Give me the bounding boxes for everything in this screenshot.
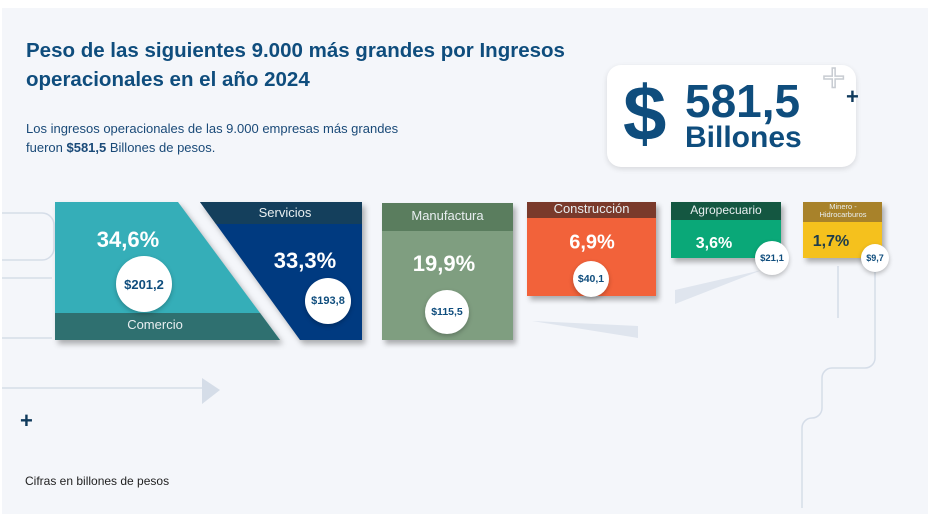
share-construccion: 6,9% (569, 231, 615, 254)
label-servicios: Servicios (258, 205, 312, 220)
label-comercio: Comercio (127, 317, 183, 332)
share-manufactura: 19,9% (412, 251, 476, 276)
subtitle-total: $581,5 (66, 140, 107, 155)
dollar-sign: $ (623, 69, 667, 157)
share-minero: 1,7% (812, 233, 850, 250)
decorative-lines (2, 212, 876, 508)
label-manufactura: Manufactura (411, 208, 484, 223)
plus-icon: + (846, 84, 859, 109)
value-servicios: $193,8 (305, 278, 351, 324)
subtitle-text: Los ingresos operacionales de las 9.000 … (26, 121, 399, 155)
value-agropecuario: $21,1 (755, 241, 789, 275)
share-comercio: 34,6% (96, 227, 160, 252)
value-minero: $9,7 (861, 244, 889, 272)
label-construccion: Construcción (553, 201, 630, 216)
subtitle-text-end: Billones de pesos. (106, 140, 216, 155)
bar-agropecuario (671, 202, 781, 258)
plus-outline-icon: + (821, 56, 846, 100)
value-manufactura: $115,5 (425, 290, 469, 334)
share-agropecuario: 3,6% (695, 235, 733, 252)
value-comercio: $201,2 (116, 256, 172, 312)
total-badge: $ 581,5 Billones (607, 65, 856, 167)
total-unit: Billones (685, 121, 802, 154)
share-servicios: 33,3% (273, 248, 337, 273)
value-construccion: $40,1 (573, 261, 609, 297)
subtitle: Los ingresos operacionales de las 9.000 … (26, 119, 426, 157)
label-minero: Minero - Hidrocarburos (819, 202, 867, 219)
label-agropecuario: Agropecuario (690, 203, 762, 217)
plus-icon: + (20, 408, 33, 433)
page-title: Peso de las siguientes 9.000 más grandes… (26, 39, 565, 91)
footnote: Cifras en billones de pesos (25, 474, 170, 488)
total-amount: 581,5 (685, 75, 801, 127)
